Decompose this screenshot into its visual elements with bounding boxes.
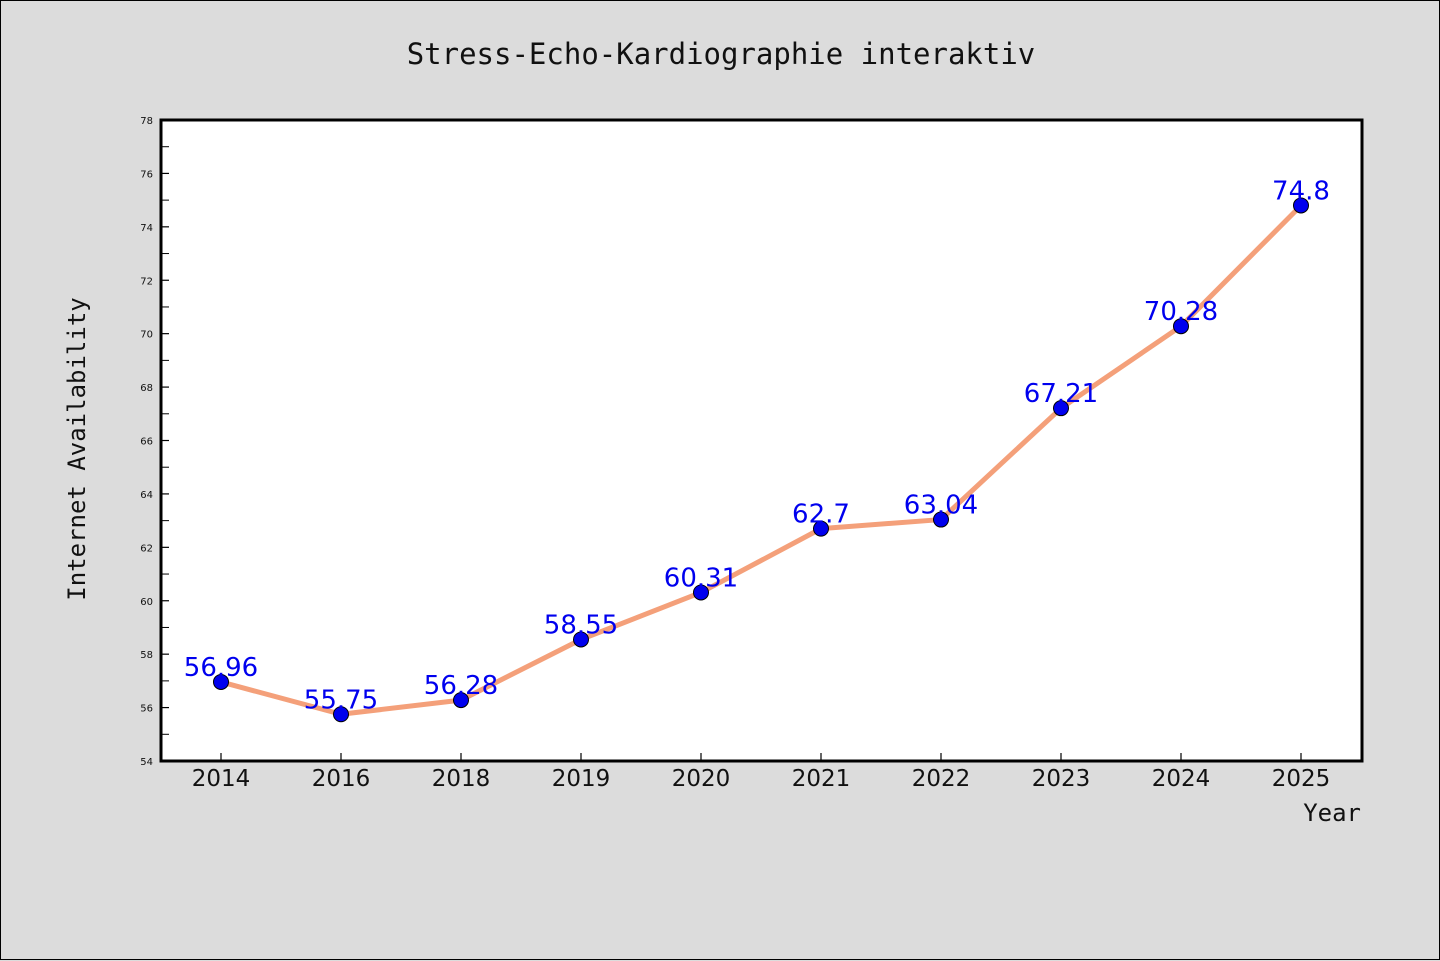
y-tick-label: 68 [140,383,153,394]
data-markers [213,197,1309,723]
y-tick-label: 66 [140,437,153,448]
data-label: 67.21 [1024,379,1098,409]
x-tick-label: 2020 [672,766,731,792]
y-axis-ticks: 54 56 58 60 62 64 66 68 70 72 74 76 78 [140,116,169,768]
series-line [218,202,1304,717]
x-tick-label: 2021 [792,766,851,792]
data-point [573,631,589,648]
x-tick-label: 2016 [312,766,371,792]
data-label: 56.28 [424,671,498,701]
data-label: 63.04 [904,491,978,521]
data-point [693,584,709,601]
data-point [213,673,229,690]
y-tick-label: 62 [140,543,153,554]
y-tick-label: 64 [140,490,153,501]
data-point [1293,197,1309,214]
x-tick-label: 2024 [1152,766,1211,792]
x-axis-title: Year [1303,799,1361,827]
data-label: 74.8 [1272,176,1330,206]
x-tick-label: 2019 [552,766,611,792]
y-tick-label: 56 [140,704,153,715]
x-tick-label: 2025 [1272,766,1331,792]
y-tick-label: 70 [140,330,153,341]
y-tick-label: 74 [140,223,153,234]
y-axis-title: Internet Availability [63,297,91,600]
plot-border [159,118,1364,763]
x-tick-label: 2014 [192,766,251,792]
x-tick-label: 2022 [912,766,971,792]
y-tick-label: 72 [140,276,153,287]
y-tick-label: 58 [140,650,153,661]
x-tick-label: 2018 [432,766,491,792]
data-point [1053,400,1069,417]
data-label: 70.28 [1144,297,1218,327]
data-labels: 56.96 55.75 56.28 58.55 60.31 62.7 63.04 67.21 7… [184,176,1330,715]
x-tick-label: 2023 [1032,766,1091,792]
data-label: 60.31 [664,563,738,593]
y-tick-label: 54 [140,757,153,768]
y-tick-label: 60 [140,597,153,608]
data-label: 56.96 [184,653,258,683]
data-point [813,520,829,537]
x-axis-ticks: 2014 2016 2018 2019 2020 2021 2022 2023 2024 2025 [192,753,1331,792]
data-point [333,706,349,723]
data-point [1173,318,1189,335]
data-point [933,511,949,528]
chart-title: Stress-Echo-Kardiographie interaktiv [407,37,1036,71]
data-label: 62.7 [792,500,850,530]
data-point [453,692,469,709]
y-tick-label: 78 [140,116,153,127]
y-tick-label: 76 [140,169,153,180]
data-label: 58.55 [544,610,618,640]
plot-area [161,120,1362,761]
data-label: 55.75 [304,685,378,715]
